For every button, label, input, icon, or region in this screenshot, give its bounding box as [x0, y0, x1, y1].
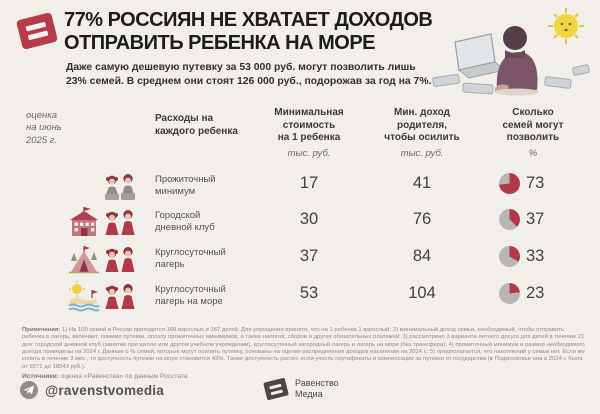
footnote-text: 1) На 100 семей в России приходится 168 …: [22, 326, 585, 370]
source-text: оценка «Равенства» по данным Росстата: [60, 372, 188, 380]
unit-min-cost: тыс. руб.: [287, 148, 331, 159]
share-value: 23: [526, 284, 545, 302]
share-cell: 73: [499, 173, 544, 194]
column-header-income: Мин. доход родителя, чтобы осилить: [384, 107, 460, 143]
table-row-subsistence: Прожиточный минимум 17 41 73: [0, 169, 600, 205]
unit-income: тыс. руб.: [400, 148, 444, 159]
school-building-icon: [70, 207, 98, 236]
share-value: 33: [526, 247, 545, 265]
pie-chart: [499, 246, 520, 267]
share-cell: 37: [499, 209, 544, 230]
share-cell: 33: [499, 246, 544, 267]
telegram-handle: @ravenstvomedia: [45, 382, 164, 398]
children-icon: [105, 284, 135, 309]
brand-name: Равенство Медиа: [295, 378, 339, 399]
camp-tent-icon: [69, 246, 99, 274]
table-row-day-club: Городской дневной клуб 30 76 37: [0, 205, 600, 241]
telegram-link[interactable]: @ravenstvomedia: [20, 381, 164, 399]
share-cell: 23: [499, 283, 544, 304]
column-header-category: Расходы на каждого ребенка: [155, 113, 238, 137]
laptop-icon: [454, 33, 507, 79]
min-cost-value: 37: [299, 247, 319, 265]
column-header-share: Сколько семей могут позволить: [502, 107, 564, 143]
column-header-min-cost: Минимальная стоимость на 1 ребенка: [274, 107, 344, 143]
children-icon: [105, 247, 135, 272]
pie-chart: [499, 209, 520, 230]
page-subtitle: Даже самую дешевую путевку за 53 000 руб…: [66, 62, 432, 87]
income-value: 104: [408, 284, 436, 302]
min-cost-value: 17: [299, 174, 319, 192]
min-cost-value: 30: [299, 210, 319, 228]
source-line: Источники: оценка «Равенства» по данным …: [22, 373, 187, 380]
children-at-desks-icon: [105, 174, 135, 200]
beach-sea-icon: [68, 281, 100, 312]
telegram-icon: [20, 381, 38, 399]
row-label: Круглосуточный лагерь на море: [155, 284, 226, 307]
income-value: 76: [412, 210, 432, 228]
source-label: Источники:: [22, 372, 59, 380]
child-figure: [495, 26, 539, 96]
as-of-date-note: оценка на июнь 2025 г.: [26, 110, 62, 146]
page-title: 77% РОССИЯН НЕ ХВАТАЕТ ДОХОДОВ ОТПРАВИТЬ…: [64, 9, 433, 54]
footnote-label: Примечания:: [22, 326, 61, 333]
income-value: 84: [412, 247, 432, 265]
unit-share: %: [528, 148, 538, 159]
sun-icon: [548, 8, 584, 44]
children-icon: [105, 210, 135, 235]
min-cost-value: 53: [299, 284, 319, 302]
share-value: 73: [526, 174, 545, 192]
footnote: Примечания: 1) На 100 семей в России при…: [22, 327, 586, 371]
pie-chart: [499, 283, 520, 304]
table-row-camp: Круглосуточный лагерь 37 84 33: [0, 242, 600, 278]
ravenstvo-media-brand: Равенство Медиа: [263, 377, 339, 401]
ravenstvo-media-logo-icon: [263, 377, 289, 401]
child-laptop-sun-illustration: [432, 8, 590, 96]
row-label: Городской дневной клуб: [155, 210, 215, 233]
ravenstvo-logo-icon: [15, 12, 59, 50]
pie-chart: [499, 173, 520, 194]
income-value: 41: [412, 174, 432, 192]
row-label: Круглосуточный лагерь: [155, 247, 226, 270]
row-label: Прожиточный минимум: [155, 174, 216, 197]
share-value: 37: [526, 210, 545, 228]
table-row-sea-camp: Круглосуточный лагерь на море 53 104 23: [0, 279, 600, 315]
